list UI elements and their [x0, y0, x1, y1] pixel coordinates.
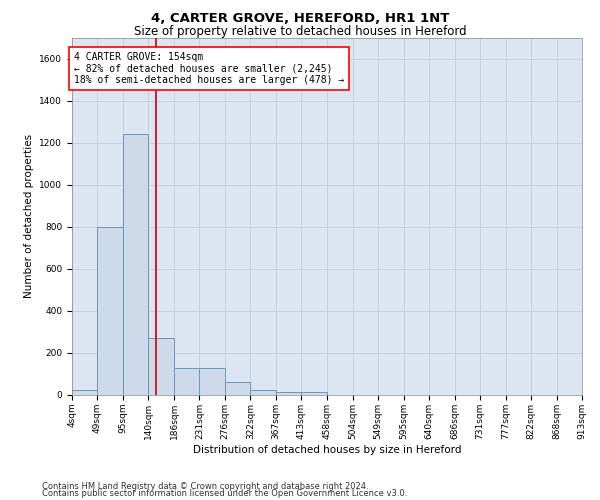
Bar — [148, 338, 174, 395]
Text: 4 CARTER GROVE: 154sqm
← 82% of detached houses are smaller (2,245)
18% of semi-: 4 CARTER GROVE: 154sqm ← 82% of detached… — [74, 52, 344, 85]
Bar — [174, 368, 199, 395]
Bar — [250, 390, 275, 395]
Bar — [275, 392, 301, 395]
Y-axis label: Number of detached properties: Number of detached properties — [24, 134, 34, 298]
Text: Contains public sector information licensed under the Open Government Licence v3: Contains public sector information licen… — [42, 490, 407, 498]
Bar — [301, 392, 327, 395]
Text: Contains HM Land Registry data © Crown copyright and database right 2024.: Contains HM Land Registry data © Crown c… — [42, 482, 368, 491]
X-axis label: Distribution of detached houses by size in Hereford: Distribution of detached houses by size … — [193, 444, 461, 454]
Bar — [97, 227, 123, 395]
Bar — [123, 134, 148, 395]
Bar — [72, 390, 97, 395]
Text: Size of property relative to detached houses in Hereford: Size of property relative to detached ho… — [134, 25, 466, 38]
Text: 4, CARTER GROVE, HEREFORD, HR1 1NT: 4, CARTER GROVE, HEREFORD, HR1 1NT — [151, 12, 449, 26]
Bar — [224, 382, 250, 395]
Bar — [199, 368, 224, 395]
